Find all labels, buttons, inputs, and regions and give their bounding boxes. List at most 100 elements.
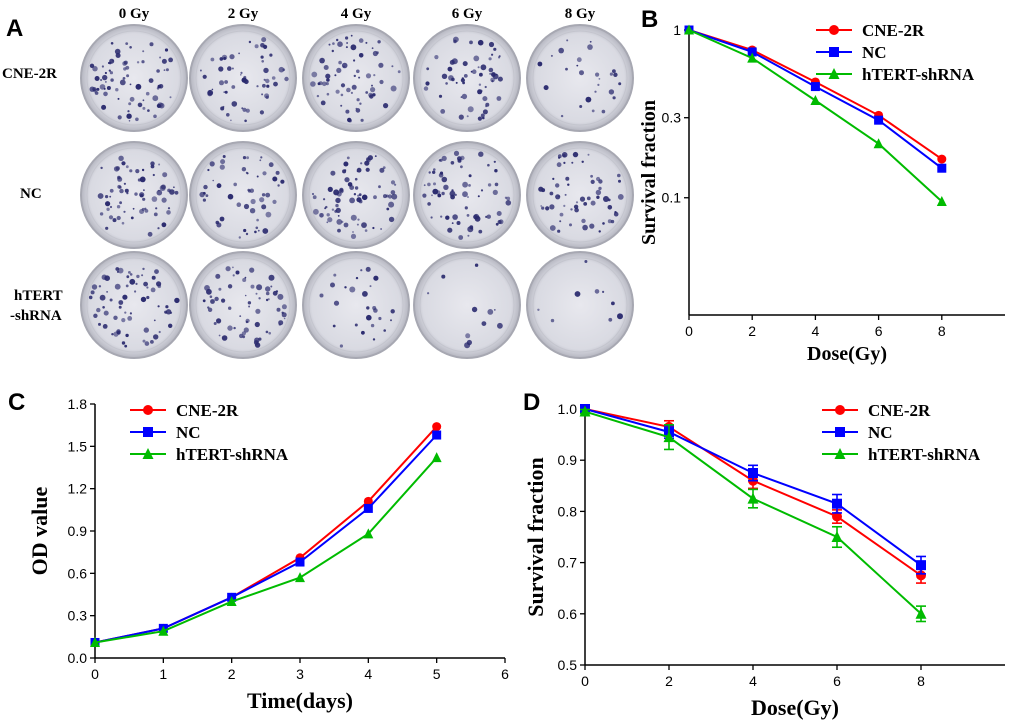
colony bbox=[460, 165, 463, 169]
colony bbox=[109, 195, 112, 198]
colony bbox=[323, 65, 329, 70]
colony bbox=[169, 311, 173, 314]
colony bbox=[603, 196, 609, 202]
colony bbox=[349, 286, 356, 293]
colony bbox=[441, 274, 446, 279]
colony bbox=[157, 189, 160, 192]
colony bbox=[159, 56, 162, 59]
colony bbox=[552, 177, 555, 180]
colony bbox=[390, 190, 396, 195]
colony bbox=[343, 161, 349, 167]
colony bbox=[565, 67, 568, 71]
colony bbox=[356, 98, 360, 102]
colony bbox=[549, 191, 554, 196]
petri-dish bbox=[526, 24, 634, 132]
colony bbox=[243, 79, 249, 85]
colony bbox=[106, 291, 108, 293]
colony bbox=[250, 284, 255, 289]
colony bbox=[224, 80, 229, 84]
colony bbox=[150, 164, 155, 169]
x-tick-label: 6 bbox=[501, 666, 509, 682]
colony bbox=[105, 201, 111, 207]
panel-d-survival-fraction-linear: 0 2 4 6 8 0.5 0.6 0.7 0.8 0.9 1.0 Dose(Gy) Survival … bbox=[523, 401, 1005, 720]
colony bbox=[129, 96, 135, 102]
colony bbox=[149, 42, 154, 47]
colony bbox=[88, 295, 93, 300]
colony bbox=[93, 313, 98, 318]
data-point bbox=[747, 52, 758, 63]
colony bbox=[361, 194, 368, 201]
colony bbox=[139, 176, 146, 183]
colony bbox=[261, 37, 267, 43]
colony bbox=[273, 81, 278, 87]
colony bbox=[333, 273, 337, 277]
colony bbox=[338, 60, 342, 65]
colony bbox=[349, 197, 355, 204]
colony bbox=[326, 92, 330, 96]
colony bbox=[466, 339, 472, 346]
colony bbox=[261, 204, 267, 210]
colony bbox=[618, 82, 622, 86]
data-point bbox=[832, 498, 842, 509]
data-point bbox=[432, 430, 442, 440]
colony bbox=[221, 54, 228, 61]
colony bbox=[215, 273, 221, 279]
colony bbox=[233, 326, 236, 330]
colony bbox=[360, 162, 363, 165]
colony bbox=[262, 83, 266, 88]
colony bbox=[229, 54, 235, 60]
colony bbox=[559, 212, 564, 217]
colony bbox=[373, 195, 377, 200]
data-point bbox=[295, 572, 305, 583]
data-point bbox=[684, 24, 694, 35]
colony bbox=[489, 72, 492, 75]
colony bbox=[310, 81, 316, 87]
colony bbox=[445, 215, 450, 220]
colony bbox=[135, 282, 138, 285]
colony bbox=[541, 206, 545, 210]
colony bbox=[550, 318, 555, 323]
dish-surface bbox=[82, 253, 186, 357]
colony bbox=[124, 344, 128, 348]
panel-letter-d: D bbox=[523, 389, 540, 416]
series-htert-shrna bbox=[579, 405, 927, 623]
colony bbox=[354, 177, 358, 181]
colony bbox=[343, 222, 349, 228]
colony bbox=[256, 218, 259, 222]
colony bbox=[335, 89, 340, 94]
colony bbox=[477, 116, 482, 121]
colony bbox=[124, 188, 129, 193]
x-tick-label: 0 bbox=[581, 673, 589, 689]
dish-surface bbox=[304, 26, 408, 130]
colony bbox=[477, 66, 480, 69]
colony bbox=[453, 39, 457, 44]
row-label-cne2r: CNE-2R bbox=[2, 66, 57, 82]
colony bbox=[266, 84, 270, 88]
colony bbox=[269, 53, 273, 57]
colony bbox=[243, 327, 249, 333]
colony bbox=[462, 181, 468, 188]
colony bbox=[480, 64, 487, 71]
colony bbox=[498, 56, 501, 59]
data-point bbox=[363, 503, 373, 513]
legend-label: hTERT-shRNA bbox=[176, 445, 289, 464]
colony bbox=[369, 285, 372, 288]
y-tick-label: 1.5 bbox=[68, 438, 88, 454]
colony bbox=[144, 209, 149, 213]
colony bbox=[346, 42, 348, 44]
colony bbox=[355, 108, 361, 113]
colony bbox=[492, 189, 498, 195]
y-tick-label: 1.8 bbox=[68, 396, 88, 412]
colony bbox=[373, 308, 378, 313]
colony bbox=[594, 90, 597, 93]
colony bbox=[128, 102, 132, 106]
colony bbox=[227, 193, 234, 200]
legend-label: hTERT-shRNA bbox=[862, 65, 975, 84]
column-label-4gy: 4 Gy bbox=[341, 6, 372, 22]
legend-marker bbox=[143, 405, 153, 415]
legend-item-cne-2r: CNE-2R bbox=[822, 401, 931, 420]
colony bbox=[582, 224, 588, 231]
colony bbox=[425, 81, 430, 86]
colony bbox=[433, 168, 436, 171]
colony bbox=[227, 66, 232, 71]
